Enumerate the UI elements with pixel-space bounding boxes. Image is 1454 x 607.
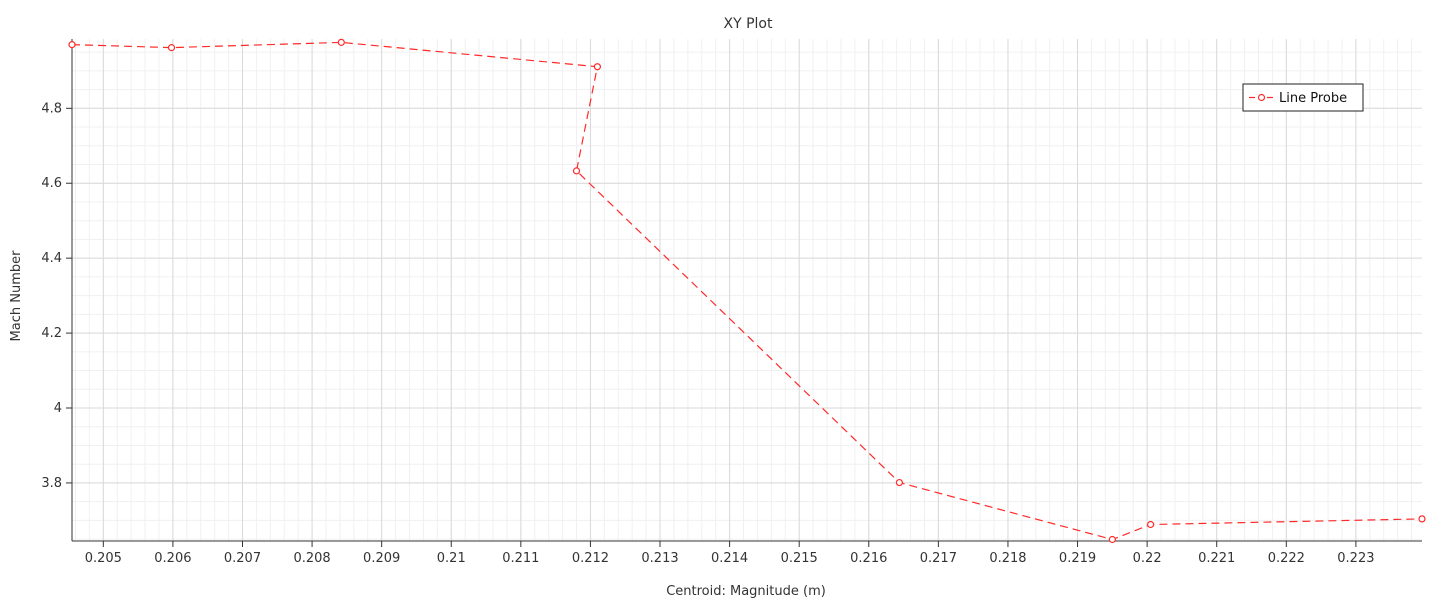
data-point [593,63,601,71]
y-axis-label: Mach Number [9,250,24,342]
x-tick-label: 0.223 [1337,551,1374,566]
series-layer [68,38,1426,544]
x-tick-label: 0.206 [154,551,191,566]
x-tick-label: 0.212 [572,551,609,566]
y-axis: 3.8 4 4.2 4.4 4.6 4.8 [41,39,73,541]
x-tick-label: 0.222 [1268,551,1305,566]
data-point [1147,520,1155,529]
x-tick-label: 0.219 [1059,551,1096,566]
x-tick-label: 0.21 [437,551,466,566]
y-tick-label: 3.8 [41,476,62,491]
legend-point-marker [1257,93,1266,102]
chart-title: XY Plot [724,16,773,32]
y-tick-label: 4.6 [41,176,62,191]
y-tick-label: 4.2 [41,326,62,341]
x-tick-label: 0.205 [85,551,122,566]
x-tick-label: 0.221 [1198,551,1235,566]
x-tick-label: 0.214 [711,551,748,566]
x-tick-label: 0.209 [363,551,400,566]
data-point [68,41,76,49]
x-tick-label: 0.218 [989,551,1026,566]
x-axis: 0.205 0.206 0.207 0.208 0.209 0.21 0.211 0.212 0… [72,540,1422,566]
x-tick-label: 0.215 [781,551,818,566]
legend-label: Line Probe [1279,91,1347,106]
major-grid [72,39,1422,541]
data-point [1108,535,1116,544]
x-tick-label: 0.22 [1133,551,1162,566]
data-point [1418,515,1426,523]
y-tick-label: 4 [54,401,62,416]
x-tick-label: 0.207 [224,551,261,566]
data-point [572,167,581,175]
data-point [337,38,345,46]
data-point [167,44,176,52]
legend: Line Probe [1242,83,1364,112]
x-axis-label: Centroid: Magnitude (m) [666,584,826,599]
y-tick-label: 4.4 [41,251,62,266]
x-tick-label: 0.217 [920,551,957,566]
data-point [895,478,903,487]
x-tick-label: 0.211 [502,551,539,566]
x-tick-label: 0.208 [293,551,330,566]
series-line-line-probe [71,41,1423,541]
x-tick-label: 0.213 [641,551,678,566]
y-tick-label: 4.8 [41,101,62,116]
x-tick-label: 0.216 [850,551,887,566]
